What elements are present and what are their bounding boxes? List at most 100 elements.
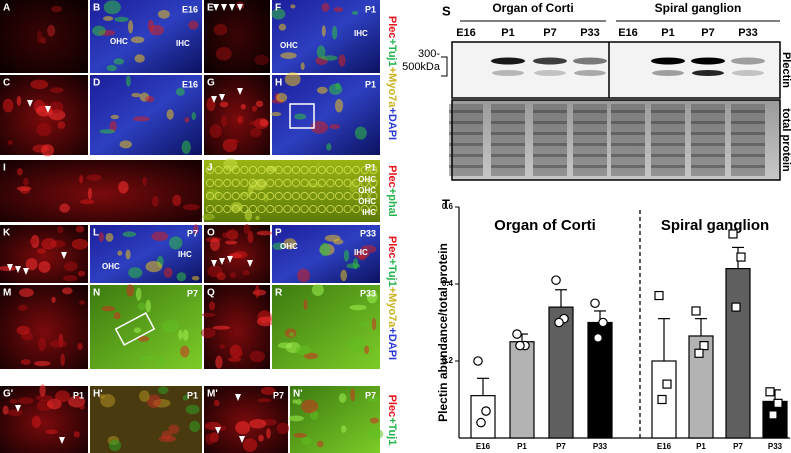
- arrowhead: [247, 260, 253, 267]
- cell-texture: [250, 127, 262, 138]
- hair-cell: [309, 165, 318, 175]
- total-band: [491, 143, 525, 146]
- cell-texture: [47, 24, 56, 37]
- blot-bg: [452, 100, 780, 180]
- panel-label: OHC: [358, 186, 376, 195]
- cell-texture: [221, 115, 227, 127]
- cell-texture: [125, 249, 131, 260]
- cell-texture: [87, 187, 93, 200]
- cell-texture: [128, 20, 134, 34]
- panel-letter: I: [3, 163, 6, 174]
- panel-letter: G': [3, 389, 13, 400]
- cell-texture: [249, 419, 267, 429]
- cell-texture: [9, 398, 18, 404]
- x-tick-label: P7: [733, 442, 743, 451]
- cell-texture: [51, 296, 56, 303]
- hair-cell: [257, 165, 266, 175]
- cell-texture: [157, 386, 169, 395]
- cell-texture: [19, 288, 34, 297]
- cell-texture: [255, 215, 260, 221]
- cell-texture: [157, 9, 170, 19]
- cell-texture: [163, 267, 173, 278]
- total-protein-lane: [611, 104, 645, 176]
- cell-texture: [343, 249, 350, 262]
- cell-texture: [142, 176, 147, 186]
- stain-part: +DAPI: [386, 327, 398, 360]
- cell-texture: [172, 194, 182, 206]
- panel-letter: R: [275, 288, 283, 299]
- hair-cell: [360, 191, 369, 201]
- cell-texture: [0, 265, 17, 271]
- total-band: [651, 165, 685, 168]
- cell-texture: [62, 275, 78, 282]
- cell-texture: [92, 25, 106, 37]
- hair-cell: [231, 204, 240, 214]
- total-band: [449, 121, 483, 124]
- arrowhead: [229, 4, 235, 11]
- hair-cell: [283, 165, 292, 175]
- cell-texture: [284, 72, 301, 87]
- hair-cell: [291, 178, 301, 188]
- panel-letter: D: [93, 78, 100, 89]
- cell-texture: [328, 83, 343, 95]
- blot-frame: [451, 99, 781, 181]
- panel-letter: J: [207, 163, 213, 174]
- total-band: [731, 132, 765, 135]
- data-point: [515, 340, 525, 351]
- data-point: [512, 329, 522, 339]
- hair-cell: [266, 165, 275, 175]
- cell-texture: [209, 238, 220, 252]
- cell-texture: [348, 338, 366, 352]
- cell-texture: [98, 232, 104, 243]
- cell-texture: [315, 161, 321, 168]
- total-band: [449, 143, 483, 146]
- band: [652, 70, 684, 76]
- cell-texture: [175, 87, 185, 96]
- panel-letter: M': [207, 389, 218, 400]
- total-band: [651, 121, 685, 124]
- panel-label: OHC: [358, 175, 376, 184]
- total-protein-lane: [691, 104, 725, 176]
- cell-texture: [249, 120, 262, 126]
- total-band: [573, 165, 607, 168]
- cell-texture: [321, 55, 338, 61]
- cell-texture: [20, 359, 31, 365]
- cell-texture: [338, 54, 346, 67]
- cell-texture: [139, 390, 150, 403]
- data-point: [593, 333, 603, 343]
- band: [574, 70, 606, 76]
- hair-cell: [291, 165, 301, 175]
- hair-cell: [317, 165, 326, 175]
- band: [692, 70, 724, 76]
- cell-texture: [333, 7, 344, 13]
- cell-texture: [77, 270, 86, 277]
- cell-texture: [188, 20, 199, 30]
- data-point: [654, 290, 664, 301]
- panel-label: OHC: [358, 197, 376, 206]
- cell-texture: [16, 325, 30, 336]
- stain-part: +Tuj1: [386, 39, 398, 67]
- stain-label: Plec+phal: [386, 165, 398, 217]
- hair-cell: [343, 165, 352, 175]
- arrowhead: [235, 394, 241, 401]
- cell-texture: [59, 203, 70, 213]
- panel-letter: N: [93, 288, 100, 299]
- cell-texture: [2, 98, 14, 113]
- x-tick-label: P33: [768, 442, 783, 451]
- cell-texture: [23, 177, 29, 186]
- arrowhead: [227, 256, 233, 263]
- blot-frame: [451, 41, 781, 99]
- stain-part: +Tuj1: [386, 417, 398, 445]
- cell-texture: [277, 342, 293, 349]
- panel-letter: M: [3, 288, 11, 299]
- micrograph: [0, 225, 88, 283]
- stain-part: +Myo7a: [386, 287, 398, 329]
- cell-texture: [334, 98, 344, 113]
- cell-texture: [2, 405, 9, 415]
- total-band: [691, 132, 725, 135]
- hair-cell: [317, 191, 326, 201]
- cell-texture: [266, 165, 278, 173]
- cell-texture: [202, 213, 215, 221]
- blot-bg: [452, 42, 780, 98]
- bar: [725, 268, 751, 439]
